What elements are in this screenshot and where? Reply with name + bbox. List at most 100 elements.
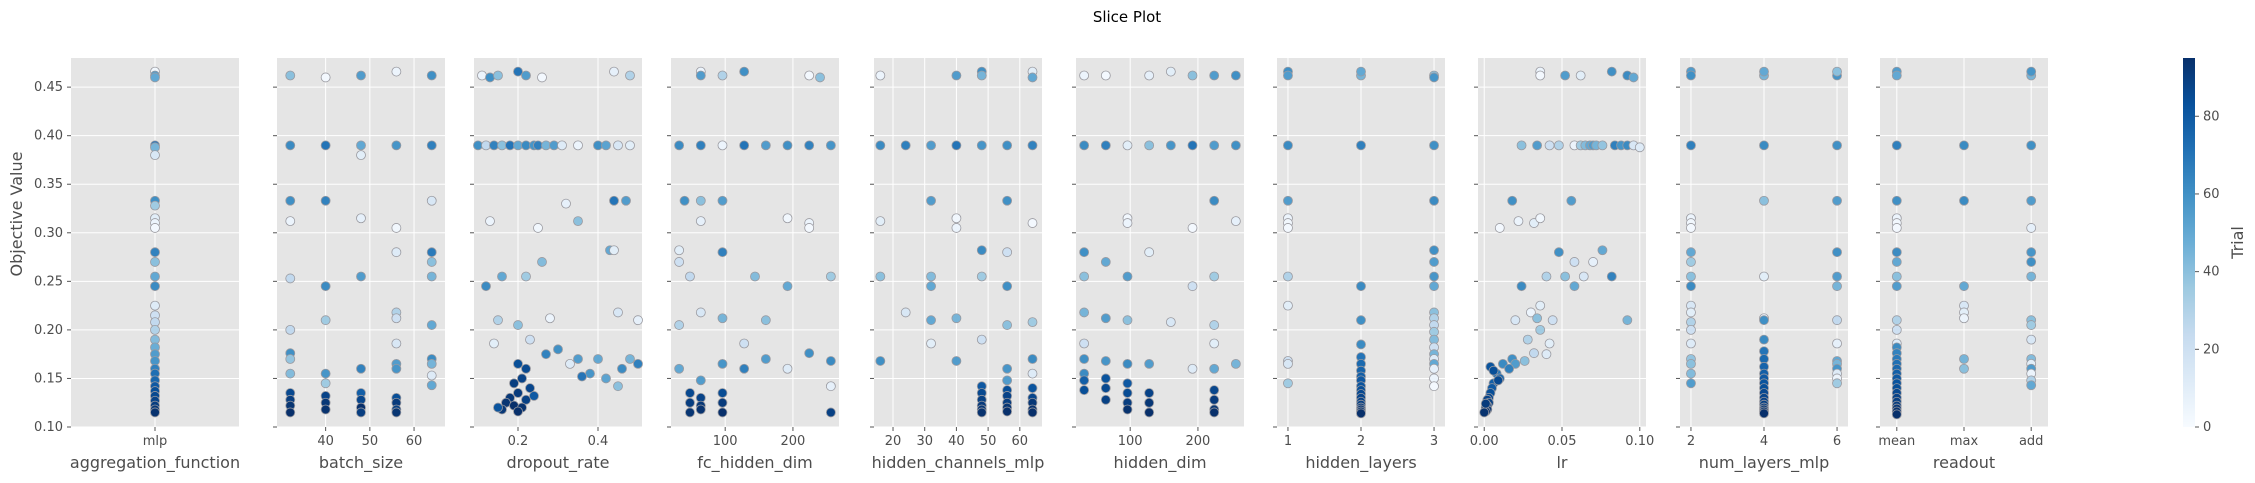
data-point bbox=[553, 344, 563, 355]
data-point bbox=[1283, 195, 1293, 206]
data-point bbox=[1027, 368, 1038, 379]
data-point bbox=[1002, 281, 1013, 292]
data-point bbox=[1027, 140, 1038, 151]
data-point bbox=[356, 140, 366, 151]
data-point bbox=[1209, 271, 1220, 282]
data-point bbox=[804, 140, 815, 151]
data-point bbox=[1504, 363, 1515, 374]
x-tick-label: 100 bbox=[713, 434, 738, 449]
panel-hidden-channels-mlp: 20 30 40 50 60 hidden_channels_mlp bbox=[870, 58, 1044, 473]
data-point bbox=[1122, 404, 1133, 415]
data-point bbox=[685, 388, 695, 398]
data-point bbox=[951, 356, 962, 366]
data-point bbox=[1686, 307, 1696, 318]
data-point bbox=[609, 245, 619, 256]
panel-background bbox=[474, 58, 642, 427]
data-point bbox=[391, 363, 402, 374]
data-point bbox=[1832, 66, 1842, 77]
data-point bbox=[1569, 281, 1580, 292]
data-point bbox=[489, 338, 499, 349]
data-point bbox=[1634, 142, 1645, 153]
data-point bbox=[633, 315, 643, 326]
data-point bbox=[601, 373, 611, 384]
data-point bbox=[900, 140, 911, 151]
x-axis-label: hidden_dim bbox=[1113, 453, 1206, 473]
data-point bbox=[1187, 363, 1198, 374]
data-point bbox=[1628, 72, 1639, 83]
y-tick-label: 0.35 bbox=[34, 177, 63, 192]
x-tick-label: 40 bbox=[317, 434, 334, 449]
data-point bbox=[1079, 375, 1090, 386]
data-point bbox=[521, 363, 531, 374]
data-point bbox=[1569, 257, 1580, 267]
data-point bbox=[320, 378, 331, 389]
data-point bbox=[1230, 358, 1241, 369]
data-point bbox=[426, 320, 437, 330]
data-point bbox=[1100, 356, 1111, 366]
panel-fc-hidden-dim: 100 200 fc_hidden_dim bbox=[667, 58, 839, 473]
data-point bbox=[1959, 140, 1969, 151]
data-point bbox=[951, 223, 962, 233]
data-point bbox=[1230, 70, 1241, 81]
data-point bbox=[517, 373, 527, 384]
data-point bbox=[1479, 407, 1490, 418]
data-point bbox=[1488, 365, 1499, 376]
data-point bbox=[593, 354, 603, 364]
data-point bbox=[695, 216, 706, 227]
data-point bbox=[1100, 383, 1111, 394]
data-point bbox=[1209, 394, 1220, 405]
data-point bbox=[1429, 271, 1439, 282]
data-point bbox=[150, 324, 160, 335]
x-tick-label: max bbox=[1950, 434, 1979, 449]
data-point bbox=[150, 150, 160, 161]
data-point bbox=[695, 70, 706, 81]
data-point bbox=[320, 368, 331, 379]
data-point bbox=[825, 356, 836, 366]
data-point bbox=[426, 247, 437, 258]
data-point bbox=[674, 320, 685, 330]
panel-background bbox=[1076, 58, 1244, 427]
data-point bbox=[426, 195, 437, 206]
x-axis-label: fc_hidden_dim bbox=[697, 453, 813, 473]
data-point bbox=[717, 247, 728, 258]
data-point bbox=[513, 358, 523, 369]
data-point bbox=[320, 140, 331, 151]
data-point bbox=[739, 363, 750, 374]
data-point bbox=[573, 354, 583, 364]
data-point bbox=[1209, 407, 1220, 418]
data-point bbox=[150, 247, 160, 258]
colorbar-tick-label: 0 bbox=[2203, 420, 2211, 435]
data-point bbox=[1002, 140, 1013, 151]
data-point bbox=[1187, 281, 1198, 292]
data-point bbox=[285, 195, 296, 206]
data-point bbox=[1686, 338, 1696, 349]
data-point bbox=[481, 281, 491, 292]
data-point bbox=[1759, 195, 1769, 206]
data-point bbox=[320, 281, 331, 292]
data-point bbox=[1959, 281, 1969, 292]
data-point bbox=[1027, 317, 1038, 328]
data-point bbox=[1165, 317, 1176, 328]
data-point bbox=[513, 406, 523, 417]
data-point bbox=[1832, 140, 1842, 151]
data-point bbox=[1510, 315, 1521, 326]
data-point bbox=[2026, 257, 2037, 267]
data-point bbox=[1480, 398, 1491, 409]
data-point bbox=[150, 407, 160, 418]
data-point bbox=[1606, 66, 1617, 77]
x-tick-label: mean bbox=[1878, 434, 1915, 449]
x-tick-label: 40 bbox=[948, 434, 965, 449]
data-point bbox=[1535, 213, 1546, 224]
data-point bbox=[1686, 271, 1696, 282]
data-point bbox=[609, 195, 619, 206]
data-point bbox=[1513, 216, 1524, 227]
data-point bbox=[2026, 320, 2037, 330]
data-point bbox=[1832, 281, 1842, 292]
data-point bbox=[875, 271, 886, 282]
data-point bbox=[717, 358, 728, 369]
data-point bbox=[391, 223, 402, 233]
data-point bbox=[926, 338, 936, 349]
data-point bbox=[976, 140, 987, 151]
data-point bbox=[1100, 140, 1111, 151]
